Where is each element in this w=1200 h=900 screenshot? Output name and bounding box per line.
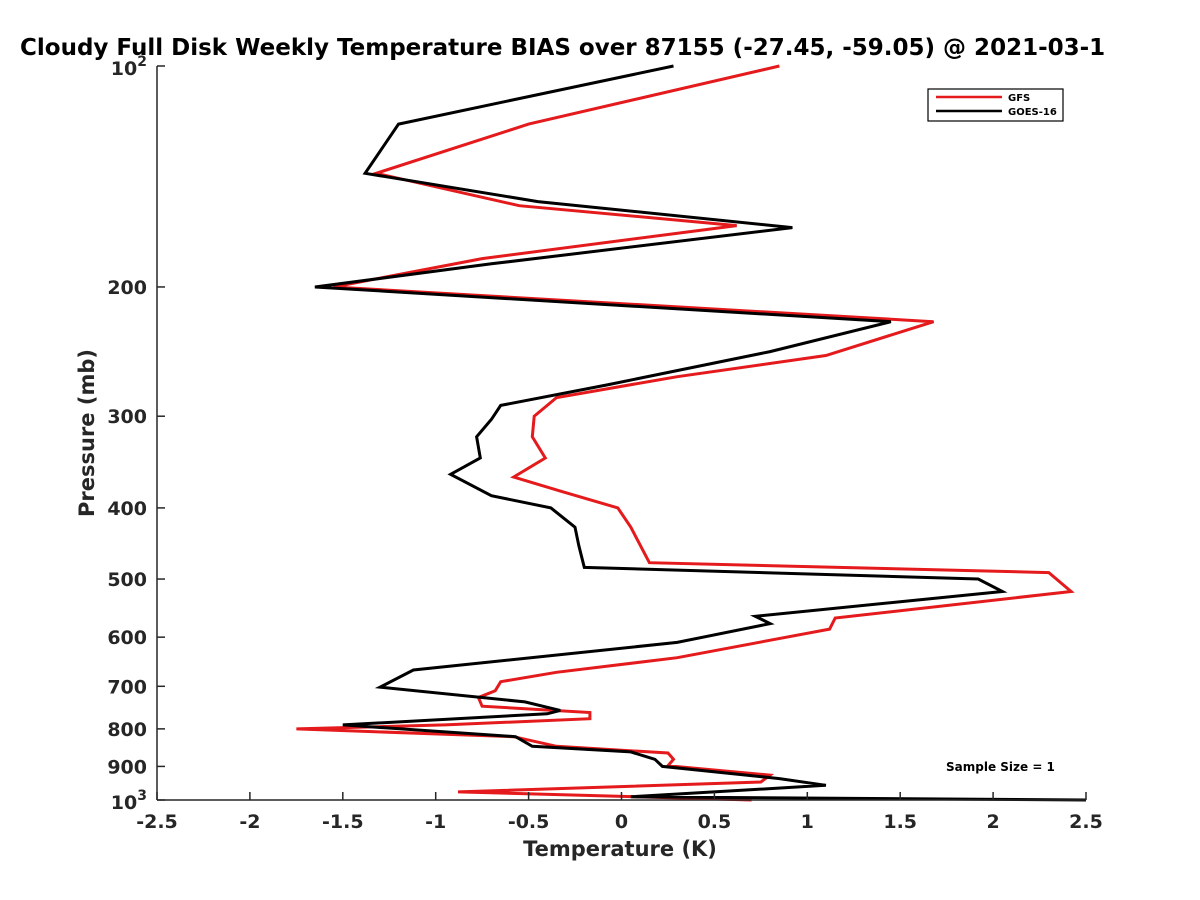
y-tick-label: 900 — [107, 756, 147, 778]
y-tick-label: 700 — [107, 676, 147, 698]
legend-label-gfs: GFS — [1008, 93, 1030, 104]
y-axis-label: Pressure (mb) — [75, 349, 99, 517]
x-tick-label: 0 — [615, 811, 628, 833]
legend-box — [927, 88, 1064, 122]
y-tick-label: 300 — [107, 406, 147, 428]
series-layer — [296, 64, 1087, 802]
x-tick-label: -1.5 — [322, 811, 364, 833]
x-tick-label: -2.5 — [136, 811, 178, 833]
y-tick-label-exponent: 3 — [137, 788, 147, 804]
y-tick-label-base: 10 — [111, 792, 137, 814]
sample-size-annotation: Sample Size = 1 — [946, 760, 1055, 774]
y-tick-label: 400 — [107, 498, 147, 520]
y-tick-label-exponent: 2 — [137, 54, 147, 70]
x-ticks: -2.5 -2 -1.5 -1 -0.5 0 0.5 1 1.5 2 2.5 — [136, 792, 1103, 833]
series-line-goes16 — [314, 64, 1087, 802]
y-tick-label: 500 — [107, 569, 147, 591]
y-tick-label: 200 — [107, 277, 147, 299]
y-tick-label: 600 — [107, 627, 147, 649]
legend-label-goes16: GOES-16 — [1008, 107, 1057, 118]
x-tick-label: 2.5 — [1069, 811, 1103, 833]
x-tick-label: 1.5 — [883, 811, 917, 833]
x-axis-label: Temperature (K) — [523, 837, 717, 861]
legend: GFS GOES-16 — [927, 88, 1064, 122]
y-tick-label: 800 — [107, 719, 147, 741]
chart-title: Cloudy Full Disk Weekly Temperature BIAS… — [20, 35, 1105, 61]
x-tick-label: 2 — [986, 811, 999, 833]
y-tick-label-base: 10 — [111, 58, 137, 80]
plot-area: -2.5 -2 -1.5 -1 -0.5 0 0.5 1 1.5 2 2.5 10220030040… — [107, 54, 1103, 833]
x-tick-label: 1 — [801, 811, 814, 833]
y-tick-label: 103 — [111, 788, 147, 814]
y-tick-label: 102 — [111, 54, 147, 80]
x-tick-label: -2 — [239, 811, 260, 833]
x-tick-label: 0.5 — [698, 811, 732, 833]
x-tick-label: -0.5 — [508, 811, 550, 833]
x-tick-label: -1 — [425, 811, 446, 833]
